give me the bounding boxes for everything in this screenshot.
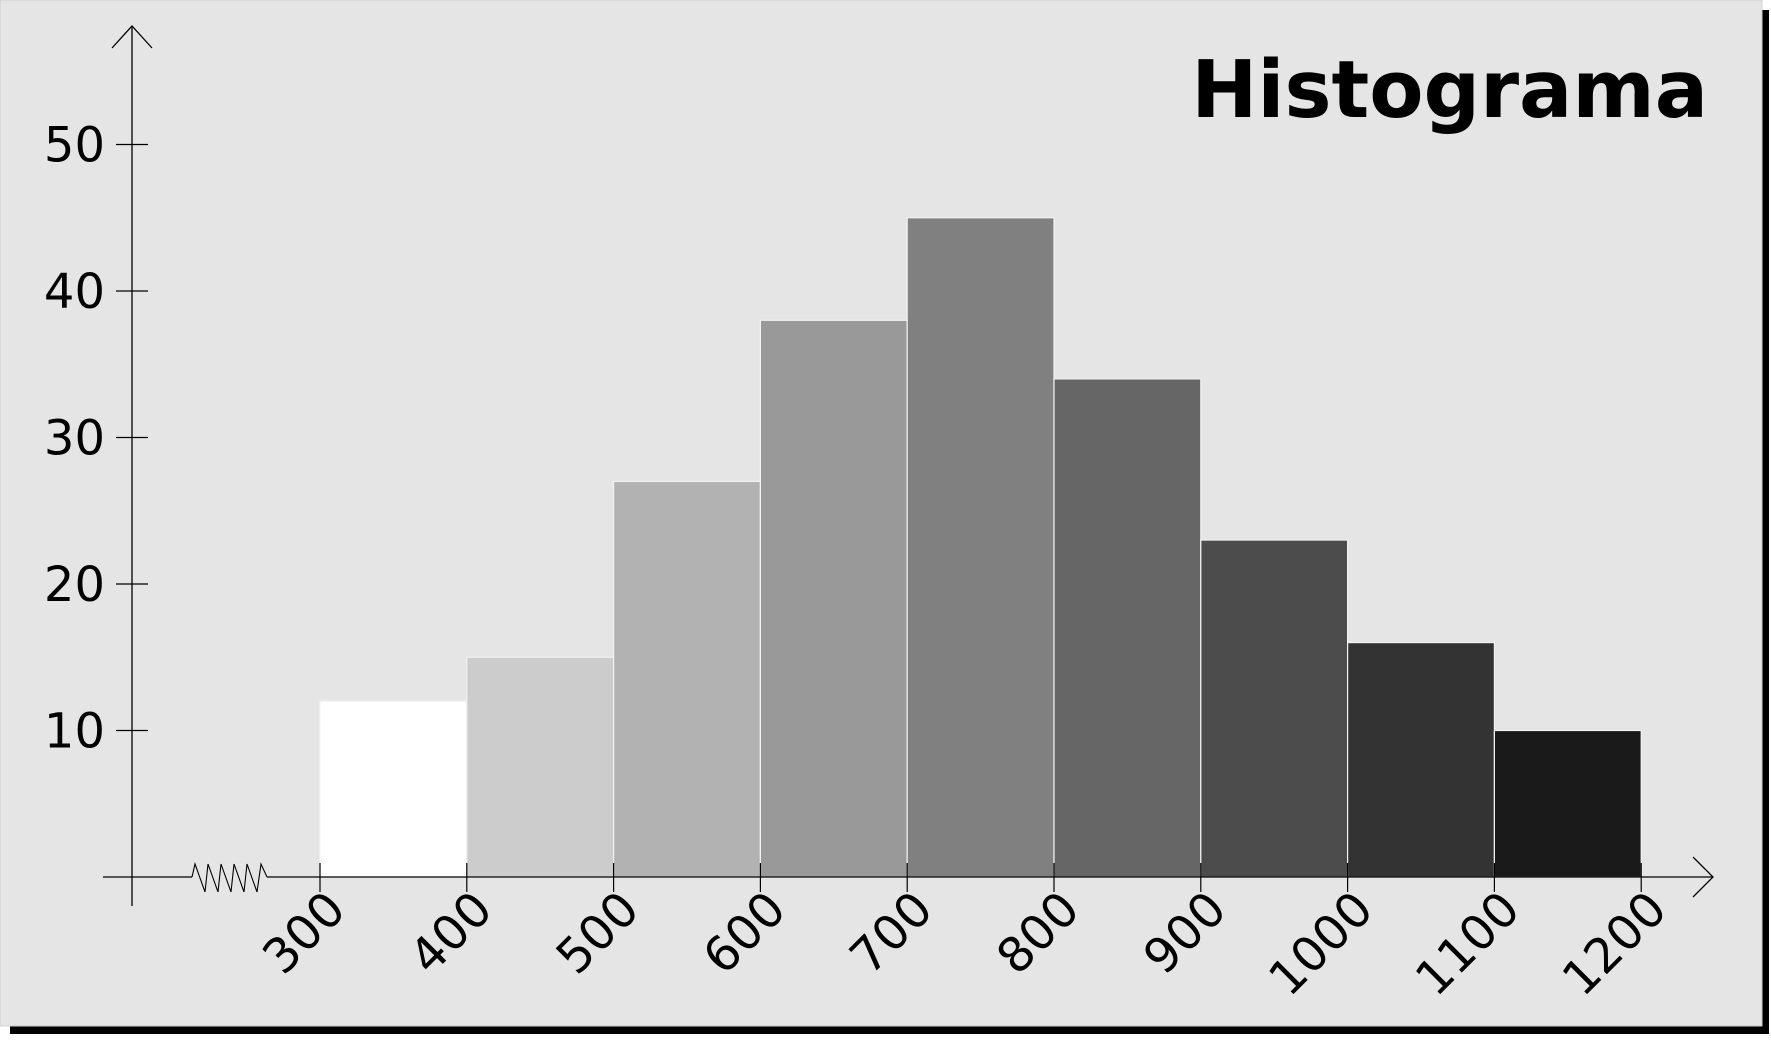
- histogram-bar-900-1000: [1200, 539, 1349, 878]
- y-tick-label-20: 20: [44, 557, 105, 613]
- histogram-bar-400-500: [466, 656, 615, 878]
- y-tick-label-40: 40: [44, 264, 105, 320]
- y-tick-label-30: 30: [44, 411, 105, 467]
- x-axis-arrow: [1692, 856, 1714, 898]
- histogram-bar-500-600: [612, 480, 761, 878]
- chart-title: Histograma: [1191, 44, 1708, 136]
- histogram-bar-700-800: [906, 217, 1055, 878]
- y-tick-label-50: 50: [44, 118, 105, 174]
- y-axis-arrow: [111, 25, 153, 49]
- y-tick-label-10: 10: [44, 704, 105, 760]
- bars-layer: [319, 217, 1642, 878]
- axes-layer: [103, 25, 1714, 906]
- histogram-bar-1000-1100: [1346, 641, 1495, 878]
- histogram-bar-800-900: [1053, 378, 1202, 878]
- histogram-bar-600-700: [759, 319, 908, 878]
- x-axis-break-zigzag: [191, 862, 268, 893]
- histogram-bar-300-400: [319, 700, 468, 878]
- histogram-bar-1100-1200: [1493, 729, 1642, 878]
